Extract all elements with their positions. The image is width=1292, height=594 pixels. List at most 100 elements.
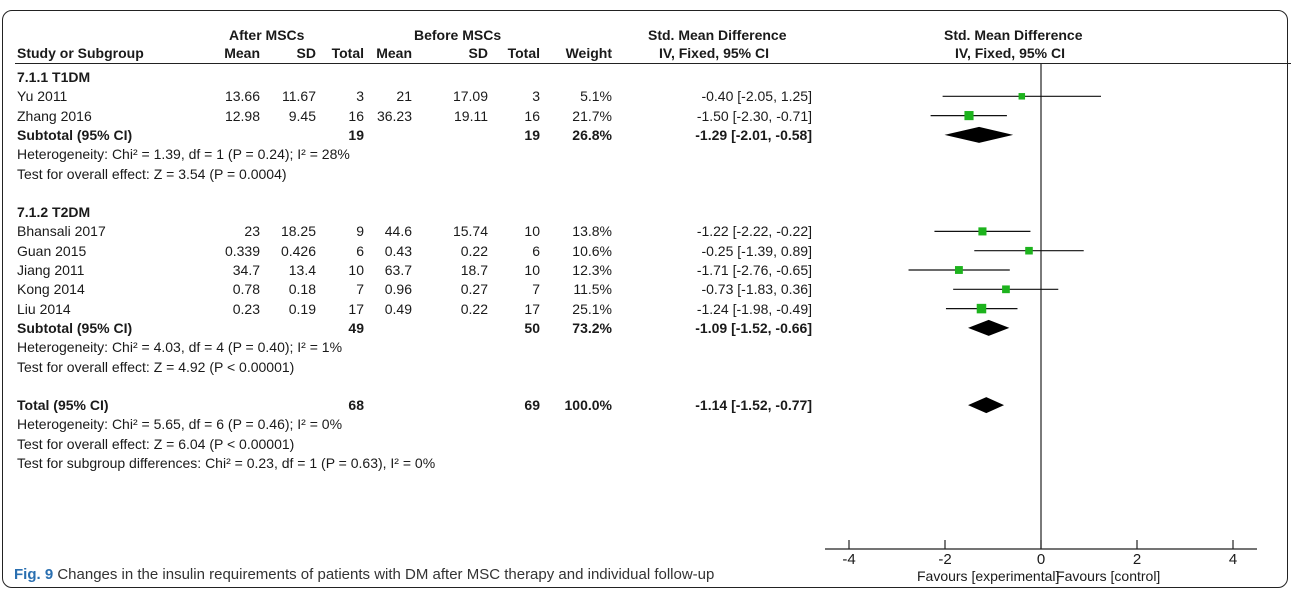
cell-smd-ci: -1.50 [-2.30, -0.71] <box>696 107 812 124</box>
cell-mean1: 34.7 <box>232 262 260 278</box>
note-label: Test for overall effect: Z = 6.04 (P < 0… <box>17 435 295 452</box>
subtotal-label: Subtotal (95% CI) <box>17 319 133 336</box>
x-tick-label: 0 <box>1037 551 1045 568</box>
cell-mean1: 12.98 <box>224 107 260 124</box>
cell-weight: 10.6% <box>572 242 612 259</box>
cell-sd1: 13.4 <box>288 262 316 278</box>
cell-sd1: 0.18 <box>288 281 316 298</box>
col-total-after: Total <box>331 45 364 61</box>
cell-mean1: 0.78 <box>232 281 260 298</box>
note-label: Test for overall effect: Z = 4.92 (P < 0… <box>17 358 295 375</box>
cell-sd2: 0.22 <box>460 300 488 317</box>
cell-sd2: 19.11 <box>454 107 488 124</box>
col-mean-before: Mean <box>376 45 412 61</box>
study-marker <box>964 111 974 121</box>
cell-weight: 13.8% <box>572 223 612 240</box>
study-marker <box>1018 93 1026 100</box>
cell-smd-ci: -1.22 [-2.22, -0.22] <box>696 223 812 240</box>
study-marker <box>978 227 987 236</box>
cell-n2: 50 <box>524 319 540 336</box>
cell-smd-ci: -1.14 [-1.52, -0.77] <box>695 397 812 414</box>
col-study: Study or Subgroup <box>17 45 144 61</box>
cell-weight: 100.0% <box>564 397 612 414</box>
study-marker <box>1002 285 1010 294</box>
cell-mean1: 13.66 <box>224 88 260 105</box>
cell-mean2: 36.23 <box>376 107 412 124</box>
x-tick-label: 2 <box>1133 551 1141 568</box>
study-label: Kong 2014 <box>17 281 85 298</box>
cell-weight: 11.5% <box>573 281 612 298</box>
cell-n2: 17 <box>524 300 540 317</box>
cell-sd1: 18.25 <box>280 223 316 240</box>
header-smd-sub: IV, Fixed, 95% CI <box>659 45 769 61</box>
cell-mean2: 21 <box>396 88 412 105</box>
favours-left-label: Favours [experimental] <box>917 568 1059 584</box>
cell-n1: 17 <box>348 300 364 317</box>
cell-smd-ci: -0.40 [-2.05, 1.25] <box>701 88 812 105</box>
cell-sd2: 0.22 <box>460 242 488 259</box>
cell-weight: 5.1% <box>580 88 612 105</box>
cell-weight: 21.7% <box>572 107 612 124</box>
cell-mean2: 0.96 <box>384 281 412 298</box>
pooled-diamond <box>968 319 1010 336</box>
note-label: Heterogeneity: Chi² = 1.39, df = 1 (P = … <box>17 146 350 163</box>
header-before-msc: Before MSCs <box>414 27 502 43</box>
cell-n1: 6 <box>356 242 364 259</box>
col-weight: Weight <box>565 45 612 61</box>
cell-n1: 19 <box>348 126 364 143</box>
cell-weight: 25.1% <box>572 300 612 317</box>
cell-smd-ci: -0.73 [-1.83, 0.36] <box>701 281 812 298</box>
col-sd-before: SD <box>468 45 488 61</box>
cell-sd2: 15.74 <box>452 223 488 240</box>
study-marker <box>976 303 987 314</box>
cell-sd1: 0.19 <box>288 300 316 317</box>
cell-weight: 73.2% <box>572 319 612 336</box>
cell-n2: 19 <box>524 126 540 143</box>
col-sd-after: SD <box>296 45 316 61</box>
figure-caption: Fig. 9 Changes in the insulin requiremen… <box>14 566 714 583</box>
col-total-before: Total <box>507 45 540 61</box>
figure-frame <box>2 10 1288 588</box>
study-label: Liu 2014 <box>17 300 71 317</box>
cell-n1: 9 <box>356 223 364 240</box>
study-label: Bhansali 2017 <box>17 223 106 240</box>
study-marker <box>1025 246 1033 255</box>
caption-text: Changes in the insulin requirements of p… <box>53 566 715 583</box>
cell-n2: 3 <box>532 88 540 105</box>
cell-n1: 16 <box>348 107 364 124</box>
x-tick-label: 4 <box>1229 551 1237 568</box>
x-tick-label: -4 <box>842 551 855 568</box>
data-rows: 7.1.1 T1DM Yu 2011 13.66 11.67 3 21 17.09 3 5.1%… <box>17 69 812 471</box>
cell-n1: 7 <box>356 281 364 298</box>
header-rule <box>15 63 1291 64</box>
note-label: Heterogeneity: Chi² = 4.03, df = 4 (P = … <box>17 339 343 356</box>
cell-smd-ci: -1.71 [-2.76, -0.65] <box>696 262 812 278</box>
header-plot-sub: IV, Fixed, 95% CI <box>955 45 1065 61</box>
cell-n2: 10 <box>524 262 540 278</box>
study-label: Zhang 2016 <box>17 107 92 124</box>
cell-n1: 68 <box>348 397 364 414</box>
study-label: Guan 2015 <box>17 242 87 259</box>
cell-sd1: 0.426 <box>280 242 316 259</box>
cell-smd-ci: -1.29 [-2.01, -0.58] <box>695 126 812 143</box>
pooled-diamond <box>944 126 1014 143</box>
cell-mean2: 63.7 <box>384 262 412 278</box>
subtotal-label: Total (95% CI) <box>17 397 109 414</box>
pooled-diamond <box>968 397 1005 414</box>
header-smd-title: Std. Mean Difference <box>648 27 787 43</box>
cell-smd-ci: -0.25 [-1.39, 0.89] <box>701 242 812 259</box>
cell-n1: 49 <box>348 319 364 336</box>
subgroup-label: 7.1.2 T2DM <box>17 204 91 221</box>
cell-sd1: 9.45 <box>288 107 316 124</box>
cell-smd-ci: -1.24 [-1.98, -0.49] <box>696 300 812 317</box>
note-label: Test for subgroup differences: Chi² = 0.… <box>17 455 436 471</box>
col-mean-after: Mean <box>224 45 260 61</box>
cell-n1: 3 <box>356 88 364 105</box>
cell-weight: 12.3% <box>572 262 612 278</box>
cell-n2: 69 <box>524 397 540 414</box>
cell-sd2: 0.27 <box>460 281 488 298</box>
header-plot-title: Std. Mean Difference <box>944 27 1083 43</box>
cell-mean1: 0.23 <box>232 300 260 317</box>
cell-mean1: 23 <box>244 223 260 240</box>
